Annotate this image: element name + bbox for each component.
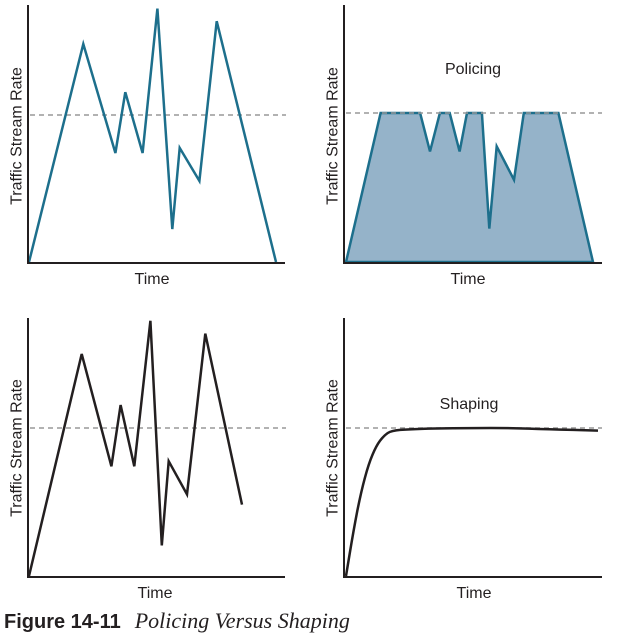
x-axis-label: Time	[138, 585, 173, 602]
y-axis-label: Traffic Stream Rate	[9, 67, 26, 205]
chart-panel-bottom-left: Time Traffic Stream Rate	[9, 318, 286, 602]
shaped-traffic-line	[344, 426, 599, 577]
policed-traffic-area	[344, 111, 595, 264]
panel-title: Shaping	[440, 396, 499, 413]
panel-title: Policing	[445, 61, 501, 78]
traffic-stream-line	[27, 320, 244, 577]
x-axis-label: Time	[451, 271, 486, 288]
figure-number: Figure 14-11	[4, 611, 121, 633]
x-axis-label: Time	[135, 271, 170, 288]
traffic-stream-line	[27, 8, 278, 263]
y-axis-label: Traffic Stream Rate	[325, 379, 342, 517]
chart-panel-top-right: Time Traffic Stream Rate Policing	[325, 5, 602, 288]
figure-caption: Figure 14-11 Policing Versus Shaping	[4, 608, 350, 634]
chart-panel-top-left: Time Traffic Stream Rate	[9, 5, 286, 288]
y-axis-label: Traffic Stream Rate	[9, 379, 26, 517]
y-axis-label: Traffic Stream Rate	[325, 67, 342, 205]
x-axis-label: Time	[457, 585, 492, 602]
figure-caption-text: Policing Versus Shaping	[134, 608, 350, 633]
chart-panel-bottom-right: Time Traffic Stream Rate Shaping	[325, 318, 602, 602]
